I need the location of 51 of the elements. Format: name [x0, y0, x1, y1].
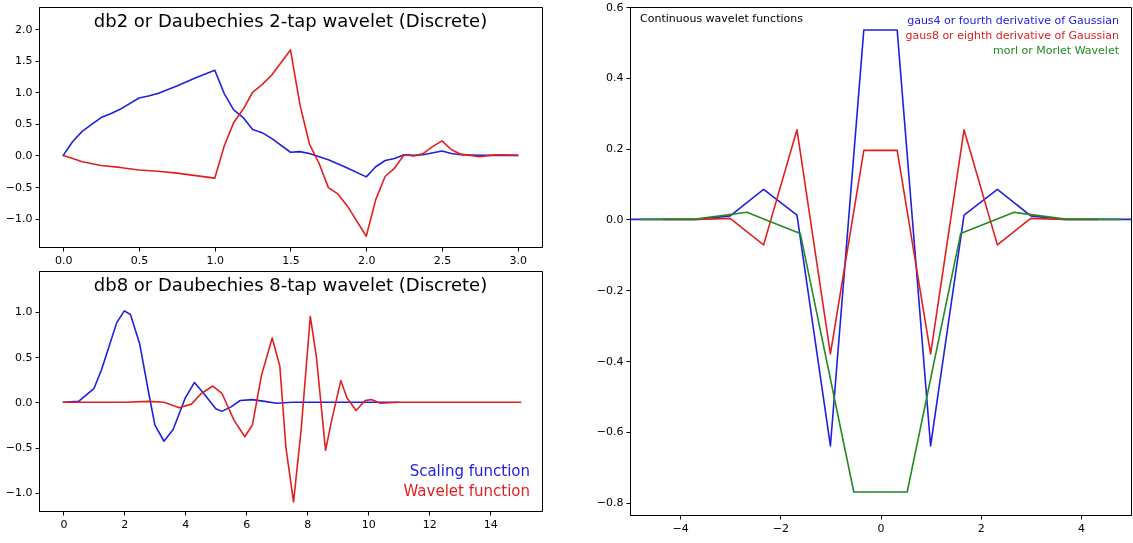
y-tick-label: −0.5	[5, 441, 33, 455]
text: Wavelet function	[403, 482, 530, 500]
x-tick-label: 4	[182, 517, 190, 531]
y-tick-label: 0.0	[606, 212, 624, 226]
y-tick-label: −0.5	[5, 180, 33, 194]
y-tick-label: 0.2	[606, 142, 624, 156]
text: morl or Morlet Wavelet	[993, 43, 1120, 57]
y-tick-label: −1.0	[5, 486, 33, 500]
x-tick-label: 2	[121, 517, 129, 531]
chart-title: db8 or Daubechies 8-tap wavelet (Discrete)	[93, 274, 488, 295]
x-tick-label: 2	[977, 521, 985, 535]
x-tick-label: −4	[672, 521, 689, 535]
x-tick-label: 0	[877, 521, 885, 535]
x-tick-label: 14	[483, 517, 498, 531]
y-tick-label: −0.2	[596, 283, 624, 297]
x-tick-label: −2	[772, 521, 789, 535]
y-tick-label: 1.0	[15, 305, 33, 319]
x-tick-label: 2.0	[358, 253, 376, 267]
x-tick-label: 8	[304, 517, 312, 531]
x-tick-label: 0.0	[54, 253, 73, 267]
x-tick-label: 12	[422, 517, 437, 531]
x-tick-label: 1.5	[282, 253, 300, 267]
line-series	[630, 29, 1131, 447]
x-tick-label: 0.5	[130, 253, 149, 267]
y-tick-label: 0.0	[15, 148, 33, 162]
y-tick-label: 0.5	[15, 350, 33, 364]
y-tick-label: 0.4	[606, 71, 624, 85]
line-series	[62, 49, 519, 238]
y-tick-label: 1.5	[15, 54, 33, 68]
y-tick-label: 2.0	[15, 22, 33, 36]
y-tick-label: 0.6	[606, 0, 624, 14]
x-tick-label: 6	[243, 517, 251, 531]
line-series	[639, 211, 1122, 493]
text: gaus8 or eighth derivative of Gaussian	[905, 28, 1120, 42]
y-tick-label: −0.4	[596, 354, 624, 368]
x-tick-label: 10	[361, 517, 376, 531]
x-tick-label: 4	[1077, 521, 1085, 535]
y-tick-label: −0.6	[596, 425, 624, 439]
x-tick-label: 1.0	[206, 253, 224, 267]
series-label: gaus4 or fourth derivative of Gaussian	[907, 14, 1120, 27]
chart-title: Continuous wavelet functions	[640, 12, 804, 25]
text: Scaling function	[409, 461, 530, 480]
y-tick-label: 0.0	[15, 395, 33, 409]
x-tick-label: 3.0	[509, 253, 528, 267]
chart-title: db2 or Daubechies 2-tap wavelet (Discrete)	[93, 10, 488, 31]
y-tick-label: −1.0	[5, 212, 33, 226]
y-tick-label: 1.0	[15, 85, 33, 99]
y-tick-label: −0.8	[596, 496, 624, 510]
x-tick-label: 2.5	[433, 253, 452, 267]
y-tick-label: 0.5	[15, 117, 33, 131]
x-tick-label: 0	[60, 517, 68, 531]
